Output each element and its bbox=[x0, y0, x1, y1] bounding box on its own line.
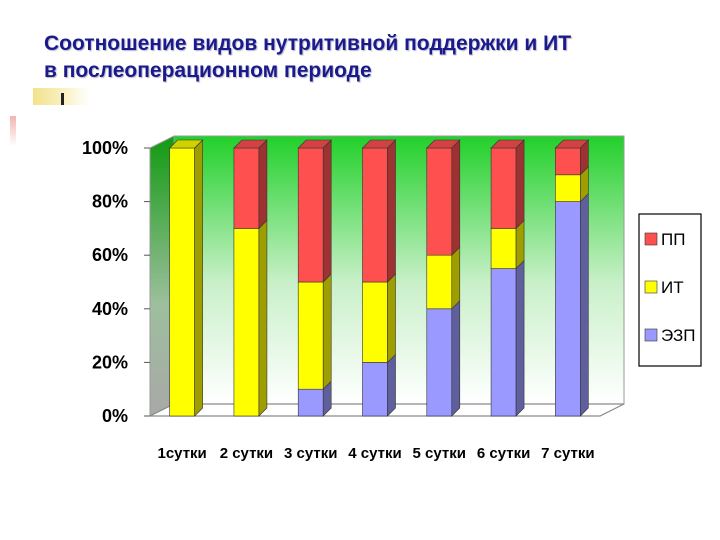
x-category-label: 3 сутки bbox=[284, 445, 337, 462]
bar-top bbox=[426, 139, 461, 149]
x-category-label: 7 сутки bbox=[541, 445, 594, 462]
legend-swatch bbox=[644, 232, 658, 246]
y-tick-label: 20% bbox=[92, 352, 128, 372]
x-category-label: 6 сутки bbox=[477, 445, 530, 462]
bar-segment-front bbox=[426, 308, 453, 417]
x-category-label: 1сутки bbox=[157, 445, 206, 462]
bar-segment-side bbox=[515, 139, 525, 230]
x-category-label: 2 сутки bbox=[220, 445, 273, 462]
bar-segment-side bbox=[387, 273, 396, 364]
bar-segment bbox=[169, 139, 203, 417]
bar-top bbox=[297, 139, 332, 149]
bar-segment-front bbox=[426, 254, 453, 310]
bar-segment bbox=[233, 139, 268, 230]
bar-segment-front bbox=[233, 228, 260, 417]
bar-segment-side bbox=[258, 219, 268, 417]
bar-segment-side bbox=[322, 139, 332, 283]
legend-label: ПП bbox=[661, 230, 685, 249]
bar-segment-side bbox=[258, 139, 268, 230]
bar-segment-side bbox=[194, 139, 203, 417]
bar-segment bbox=[362, 273, 396, 364]
y-axis: 0% 20% 40% 60% 80% 100% bbox=[82, 138, 150, 426]
bar-segment-side bbox=[515, 219, 525, 270]
bar-top bbox=[361, 139, 397, 149]
y-tick-label: 80% bbox=[92, 192, 128, 212]
y-tick-label: 40% bbox=[92, 299, 128, 319]
bar-top bbox=[233, 139, 268, 149]
bar-segment bbox=[490, 259, 525, 417]
x-category-label: 5 сутки bbox=[413, 445, 466, 462]
bar-segment bbox=[426, 246, 461, 310]
bar-segment-front bbox=[490, 228, 517, 269]
bar-segment-side bbox=[451, 300, 461, 417]
bar-top bbox=[554, 139, 590, 149]
bar-segment bbox=[555, 166, 589, 203]
y-tick-label: 60% bbox=[92, 245, 128, 265]
bar-segment-front bbox=[362, 147, 388, 283]
bar-segment bbox=[362, 139, 396, 283]
bar-segment bbox=[490, 139, 525, 230]
bar-segment bbox=[297, 139, 332, 283]
bar-segment-side bbox=[387, 139, 396, 283]
bar-segment bbox=[555, 139, 589, 176]
bar-segment-side bbox=[580, 192, 589, 417]
bar-top bbox=[490, 139, 525, 149]
legend-label: ЭЗП bbox=[661, 326, 696, 345]
bar-segment-front bbox=[297, 281, 324, 390]
bar-segment-front bbox=[490, 147, 517, 229]
bar-segment-front bbox=[297, 388, 324, 417]
y-tick-label: 100% bbox=[82, 138, 128, 158]
legend: ПП ИТ ЭЗП bbox=[638, 213, 702, 367]
bar-segment-side bbox=[451, 139, 461, 256]
bar-segment-side bbox=[387, 353, 396, 417]
bar-top bbox=[168, 139, 204, 149]
slide-title: Соотношение видов нутритивной поддержки … bbox=[44, 30, 694, 84]
bar-segment-side bbox=[515, 259, 525, 417]
decorative-tick bbox=[61, 93, 64, 105]
bar-segment-front bbox=[297, 147, 324, 283]
bar-segment bbox=[426, 139, 461, 256]
bar-segment-front bbox=[555, 174, 581, 202]
bar-segment-front bbox=[555, 201, 581, 417]
bar-segment-front bbox=[362, 281, 388, 363]
slide-title-line-1: Соотношение видов нутритивной поддержки … bbox=[44, 32, 572, 55]
bar-segment-front bbox=[555, 147, 581, 176]
bar-segment-front bbox=[490, 268, 517, 417]
bar-segment bbox=[426, 300, 461, 417]
y-tick-label: 0% bbox=[102, 406, 128, 426]
bar-segment bbox=[297, 273, 332, 390]
bar-segment-front bbox=[426, 147, 453, 256]
decorative-mark bbox=[10, 116, 16, 146]
legend-swatch bbox=[644, 280, 658, 294]
x-category-label: 4 сутки bbox=[348, 445, 401, 462]
bar-segment-side bbox=[451, 246, 461, 310]
legend-label: ИТ bbox=[661, 278, 684, 297]
chart-bars bbox=[168, 139, 590, 417]
bar-segment bbox=[297, 380, 332, 417]
bar-segment bbox=[233, 219, 268, 417]
bar-segment-front bbox=[233, 147, 260, 229]
slide-title-line-2: в послеоперационном периоде bbox=[44, 59, 372, 82]
bar-segment bbox=[362, 353, 396, 417]
bar-segment-side bbox=[322, 273, 332, 390]
bar-segment-front bbox=[362, 362, 388, 417]
x-axis: 1сутки 2 сутки 3 сутки 4 сутки 5 сутки 6 сутк… bbox=[157, 445, 594, 462]
bar-segment bbox=[555, 192, 589, 417]
legend-swatch bbox=[644, 328, 658, 342]
bar-segment-front bbox=[169, 147, 195, 417]
